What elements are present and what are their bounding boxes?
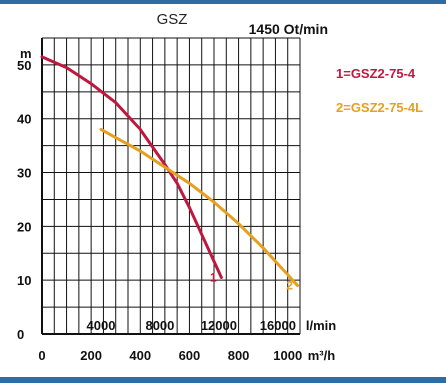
legend: 1=GSZ2-75-4 2=GSZ2-75-4L	[336, 66, 423, 115]
x-tick-label-lmin: 16000	[260, 318, 296, 333]
series-line-2	[99, 127, 300, 288]
series-line-1	[40, 55, 223, 279]
y-axis-unit: m	[20, 46, 32, 61]
x-tick-label-m3h: 200	[80, 348, 102, 363]
speed-label: 1450 Ot/min	[249, 21, 328, 37]
x-tick-label-m3h: 600	[179, 348, 201, 363]
x-tick-label-m3h: 800	[228, 348, 250, 363]
x-axis-unit-m3h: m³/h	[308, 348, 336, 363]
x-tick-label-m3h: 400	[129, 348, 151, 363]
bottom-band	[0, 377, 446, 383]
x-tick-label-lmin: 4000	[87, 318, 116, 333]
x-tick-label-m3h: 0	[38, 348, 45, 363]
x-tick-label-lmin: 8000	[145, 318, 174, 333]
y-tick-label: 30	[17, 166, 31, 181]
legend-entry-2: 2=GSZ2-75-4L	[336, 100, 423, 115]
curve-marker-1: 1	[210, 270, 217, 284]
y-tick-label: 20	[17, 219, 31, 234]
y-tick-label: 10	[17, 273, 31, 288]
curve-marker-2: 2	[286, 279, 293, 293]
legend-entry-1: 1=GSZ2-75-4	[336, 66, 416, 81]
x-tick-label-m3h: 1000	[273, 348, 302, 363]
y-tick-label: 0	[17, 327, 24, 342]
x-axis-unit-lmin: l/min	[306, 318, 336, 333]
y-tick-label: 50	[17, 58, 31, 73]
top-band	[0, 0, 446, 4]
chart-title: GSZ	[157, 11, 188, 28]
x-tick-label-lmin: 12000	[201, 318, 237, 333]
y-tick-label: 40	[17, 112, 31, 127]
grid	[41, 37, 301, 335]
series-lines: 12	[40, 55, 300, 293]
tick-labels: 0 10 20 30 40 50m 0 200 400 600 800 1000 m³/h 4000 800…	[17, 46, 336, 363]
axes	[41, 38, 300, 335]
